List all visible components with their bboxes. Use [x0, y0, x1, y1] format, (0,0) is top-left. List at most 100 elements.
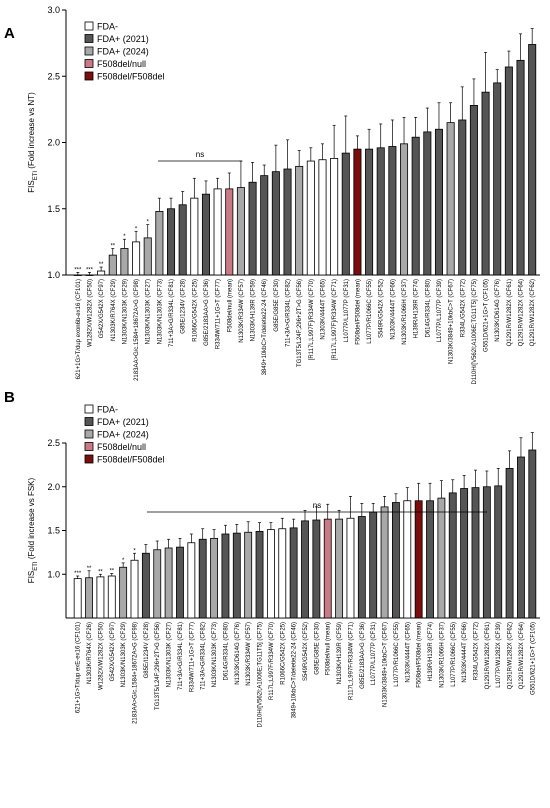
legend-label: FDA- [97, 405, 118, 415]
bar [97, 270, 106, 276]
category-label: N1303K/N1303K (CF73) [212, 622, 218, 687]
category-label: N1303K/H139R (CF59) [251, 279, 257, 341]
y-tick-label: 2.5 [47, 71, 60, 81]
bar [255, 530, 264, 619]
bar [187, 542, 196, 619]
panel-letter: B [4, 389, 15, 406]
bar [446, 122, 455, 276]
category-label: R1066C/G542X (CF25) [280, 622, 286, 685]
bar [471, 487, 480, 619]
category-label: F508del/F508del (mean) [417, 622, 423, 688]
bar [85, 274, 94, 276]
category-label: N1303K/R1066H (CF37) [439, 622, 445, 688]
category-label: Q1291R/W1282X (CF64) [519, 622, 525, 689]
category-label: L1077P/L1077P (CF31) [371, 622, 377, 685]
legend-label: FDA- [97, 22, 118, 32]
bar [341, 152, 350, 276]
bar [306, 160, 315, 276]
bar [164, 547, 173, 619]
bar [517, 456, 525, 619]
category-label: R334L/G542X (CF72) [473, 622, 479, 680]
legend-label: FDA+ (2024) [97, 47, 149, 57]
bar [318, 159, 327, 276]
legend-swatch [84, 442, 94, 451]
significance-label: ** [98, 569, 103, 575]
bar [458, 119, 467, 276]
significance-label: ** [110, 244, 115, 250]
bar [388, 146, 397, 276]
category-label: G551D/621+1G>T (CF105) [530, 622, 536, 695]
bar [176, 546, 184, 619]
bar [346, 517, 355, 619]
bar [434, 128, 443, 276]
category-label: N1303K/N1303K (CF27) [167, 622, 173, 687]
category-label: [R117L;L997F]/R334W (CF71) [332, 279, 338, 360]
category-label: 711+3A>G/R334L (CF81) [178, 622, 184, 690]
category-label: L1077P/R1066C (CF55) [451, 622, 457, 687]
category-label: G551D/621+1G>T (CF105) [484, 279, 490, 352]
bar [312, 519, 321, 619]
category-label: Q1291R/W1282X (CF64) [519, 279, 525, 346]
category-label: G85E/I1234V (CF28) [144, 622, 150, 678]
bar [493, 82, 502, 276]
bar [369, 511, 378, 619]
significance-label: *** [86, 267, 94, 273]
bar [198, 538, 207, 619]
y-axis-title: FISETI (Fold increase vs FSK) [27, 477, 39, 583]
category-label: R334W/711+1G>T (CF77) [216, 279, 222, 349]
category-label: Q1291R/W1282X (CF62) [530, 279, 536, 346]
bar [437, 497, 446, 619]
significance-label: *** [74, 267, 82, 273]
bar [516, 59, 525, 276]
y-tick-label: 2.0 [47, 138, 60, 148]
bar [271, 171, 280, 276]
bar [460, 488, 469, 619]
category-label: G85E/2183AA>G (CF36) [360, 622, 366, 689]
bar [323, 518, 332, 619]
category-label: 3849+10kbC>T/deletie22-24 (CF46) [262, 279, 268, 375]
category-label: N1303K/R334W (CF57) [239, 279, 245, 343]
y-axis-title: FISETI (Fold increase vs NT) [27, 92, 39, 193]
category-label: N1303K/3849+10kbC>T (CF67) [449, 279, 455, 364]
legend-label: FDA+ (2021) [97, 417, 149, 427]
category-label: 711+3A>G/R334L (CF82) [201, 622, 207, 690]
bar [153, 549, 162, 619]
bar [414, 500, 423, 619]
category-label: 621+1G>T/dup exE-ex16 (CF101) [76, 622, 82, 713]
bar [236, 187, 245, 276]
bar [155, 210, 164, 276]
bar [301, 520, 309, 619]
ns-annotation: ns [196, 150, 204, 159]
category-label: R334W/711+1G>T (CF77) [189, 622, 195, 692]
significance-label: ** [87, 566, 92, 572]
bar [392, 502, 400, 619]
significance-label: * [122, 558, 125, 564]
significance-label: * [133, 548, 136, 554]
y-tick-label: 1.0 [47, 270, 60, 280]
bar [210, 537, 218, 619]
bar [481, 91, 490, 276]
bar [248, 181, 257, 276]
legend-label: F508del/F508del [97, 72, 165, 82]
legend-swatch [84, 417, 94, 426]
legend-label: F508del/F508del [97, 455, 165, 465]
bar [73, 578, 82, 619]
bar [120, 248, 129, 276]
category-label: N1303K/N1303K (CF73) [157, 279, 163, 344]
legend-swatch [84, 429, 94, 439]
category-label: 2183AA>G/c.1584+18672A>G (CF98) [133, 622, 139, 724]
y-tick-label: 2.5 [47, 438, 60, 448]
bar [335, 518, 344, 619]
legend-label: FDA+ (2021) [97, 34, 149, 44]
category-label: G85E/2183AA>G (CF36) [204, 279, 210, 346]
category-label: TG13T5/L24F;296+2T>G (CF56) [155, 622, 161, 710]
significance-label: *** [74, 571, 82, 577]
bar [357, 516, 366, 619]
bar [266, 529, 275, 619]
category-label: 621+1G>T/dup exon6b-ex16 (CF101) [76, 279, 82, 379]
category-label: S549R/G542X (CF52) [303, 622, 309, 681]
category-label: F508del/null (mean) [326, 622, 332, 675]
bar [528, 44, 537, 276]
legend-swatch [84, 21, 94, 31]
category-label: N1303K/4444T (CF65) [405, 622, 411, 683]
